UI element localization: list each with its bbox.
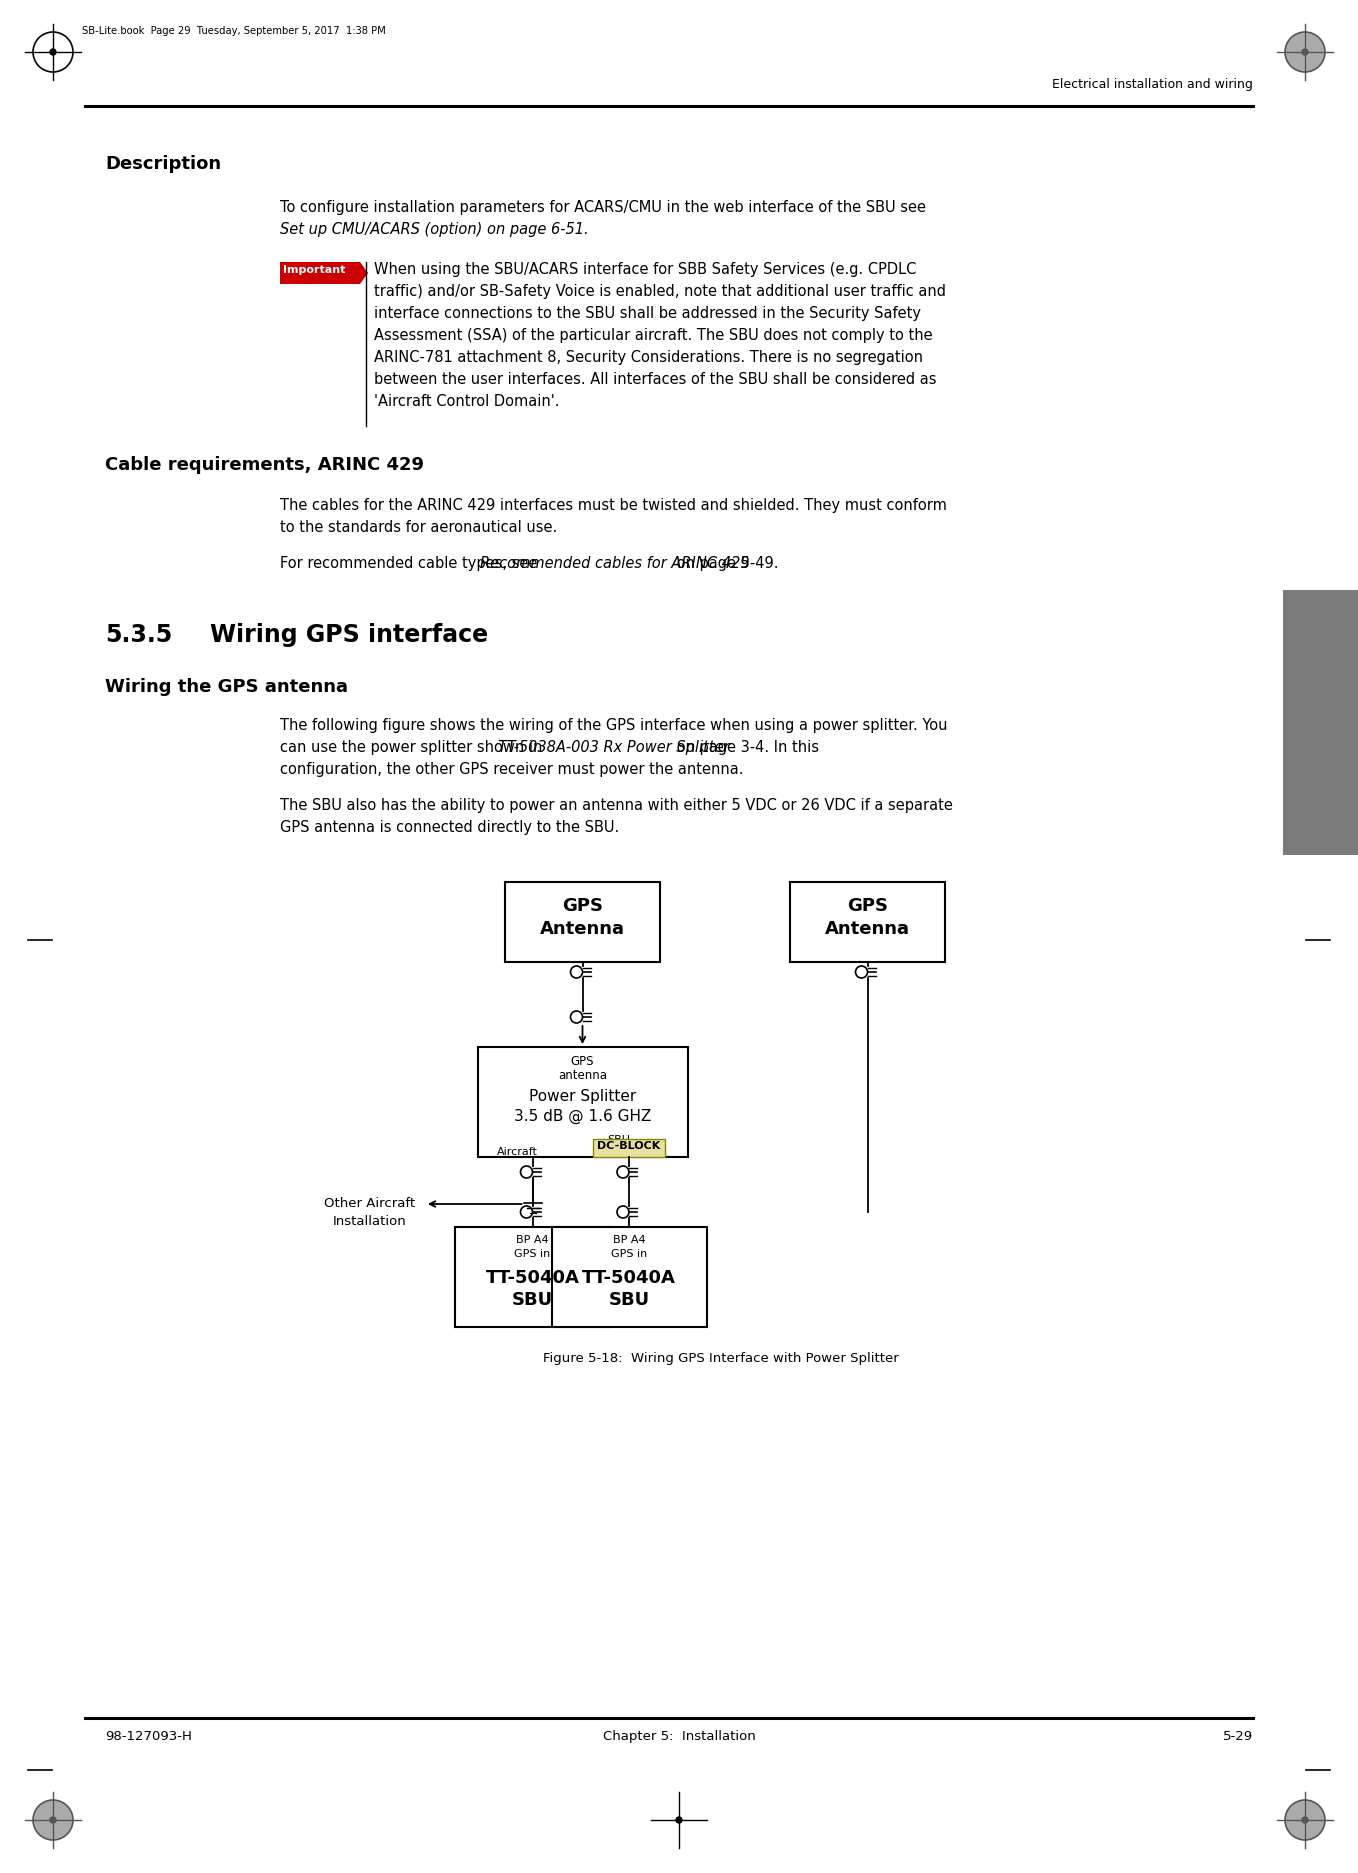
Text: SB-Lite.book  Page 29  Tuesday, September 5, 2017  1:38 PM: SB-Lite.book Page 29 Tuesday, September … (81, 26, 386, 36)
Text: GPS in: GPS in (515, 1249, 550, 1259)
Text: The cables for the ARINC 429 interfaces must be twisted and shielded. They must : The cables for the ARINC 429 interfaces … (280, 498, 947, 513)
Bar (1283, 590, 1358, 854)
Text: Power Splitter: Power Splitter (528, 1088, 636, 1103)
Text: 98-127093-H: 98-127093-H (105, 1731, 191, 1744)
Text: TT-5038A-003 Rx Power Splitter: TT-5038A-003 Rx Power Splitter (498, 740, 729, 755)
Text: 'Aircraft Control Domain'.: 'Aircraft Control Domain'. (373, 393, 559, 408)
Text: TT-5040A: TT-5040A (583, 1270, 676, 1287)
Bar (505, 882, 660, 963)
Text: 5.3.5: 5.3.5 (105, 624, 172, 646)
Text: interface connections to the SBU shall be addressed in the Security Safety: interface connections to the SBU shall b… (373, 305, 921, 320)
Text: between the user interfaces. All interfaces of the SBU shall be considered as: between the user interfaces. All interfa… (373, 373, 937, 388)
Circle shape (50, 49, 56, 54)
Text: GPS: GPS (562, 897, 603, 916)
Text: traffic) and/or SB-Safety Voice is enabled, note that additional user traffic an: traffic) and/or SB-Safety Voice is enabl… (373, 285, 947, 300)
Text: The following figure shows the wiring of the GPS interface when using a power sp: The following figure shows the wiring of… (280, 717, 948, 732)
FancyArrow shape (348, 262, 368, 285)
Text: Wiring the GPS antenna: Wiring the GPS antenna (105, 678, 348, 697)
Circle shape (676, 1817, 682, 1822)
Text: TT-5040A: TT-5040A (486, 1270, 580, 1287)
Text: on page 3-4. In this: on page 3-4. In this (672, 740, 819, 755)
Text: 3.5 dB @ 1.6 GHZ: 3.5 dB @ 1.6 GHZ (513, 1109, 652, 1124)
Text: Aircraft: Aircraft (497, 1146, 538, 1158)
Bar (280, 262, 348, 285)
Text: Recommended cables for ARINC 429: Recommended cables for ARINC 429 (479, 556, 750, 571)
Circle shape (1285, 32, 1325, 71)
Text: SBU: SBU (607, 1135, 630, 1144)
Text: BP A4: BP A4 (612, 1234, 645, 1246)
Text: The SBU also has the ability to power an antenna with either 5 VDC or 26 VDC if : The SBU also has the ability to power an… (280, 798, 953, 813)
Text: Antenna: Antenna (540, 920, 625, 938)
Text: To configure installation parameters for ACARS/CMU in the web interface of the S: To configure installation parameters for… (280, 200, 926, 215)
Text: Assessment (SSA) of the particular aircraft. The SBU does not comply to the: Assessment (SSA) of the particular aircr… (373, 328, 933, 343)
Text: Cable requirements, ARINC 429: Cable requirements, ARINC 429 (105, 455, 424, 474)
Text: configuration, the other GPS receiver must power the antenna.: configuration, the other GPS receiver mu… (280, 762, 743, 777)
Text: When using the SBU/ACARS interface for SBB Safety Services (e.g. CPDLC: When using the SBU/ACARS interface for S… (373, 262, 917, 277)
Text: Figure 5-18:  Wiring GPS Interface with Power Splitter: Figure 5-18: Wiring GPS Interface with P… (543, 1352, 899, 1365)
Text: SBU: SBU (512, 1290, 553, 1309)
Text: DC-BLOCK: DC-BLOCK (598, 1141, 660, 1152)
Text: BP A4: BP A4 (516, 1234, 549, 1246)
Text: GPS: GPS (570, 1054, 595, 1068)
Bar (478, 1047, 687, 1158)
Text: on page 5-49.: on page 5-49. (672, 556, 778, 571)
Circle shape (1285, 1800, 1325, 1839)
Text: Installation: Installation (333, 1216, 407, 1229)
Text: Important: Important (282, 264, 345, 275)
Text: Wiring GPS interface: Wiring GPS interface (210, 624, 488, 646)
Text: GPS in: GPS in (611, 1249, 648, 1259)
Circle shape (1302, 1817, 1308, 1822)
Circle shape (33, 1800, 73, 1839)
Text: ARINC-781 attachment 8, Security Considerations. There is no segregation: ARINC-781 attachment 8, Security Conside… (373, 350, 923, 365)
Text: Set up CMU/ACARS (option) on page 6-51.: Set up CMU/ACARS (option) on page 6-51. (280, 223, 588, 238)
Text: Antenna: Antenna (826, 920, 910, 938)
Text: SBU: SBU (608, 1290, 649, 1309)
Bar (551, 1227, 706, 1326)
Text: GPS: GPS (847, 897, 888, 916)
Bar (593, 1139, 665, 1158)
Bar (455, 1227, 610, 1326)
Text: to the standards for aeronautical use.: to the standards for aeronautical use. (280, 521, 557, 536)
Text: Other Aircraft: Other Aircraft (325, 1197, 416, 1210)
Bar (790, 882, 945, 963)
Circle shape (1302, 49, 1308, 54)
Text: 5-29: 5-29 (1222, 1731, 1253, 1744)
Text: For recommended cable types, see: For recommended cable types, see (280, 556, 542, 571)
Text: Electrical installation and wiring: Electrical installation and wiring (1052, 79, 1253, 92)
Text: antenna: antenna (558, 1069, 607, 1083)
Text: Chapter 5:  Installation: Chapter 5: Installation (603, 1731, 755, 1744)
Text: GPS antenna is connected directly to the SBU.: GPS antenna is connected directly to the… (280, 820, 619, 835)
Text: Description: Description (105, 155, 221, 172)
Text: can use the power splitter shown in: can use the power splitter shown in (280, 740, 547, 755)
Circle shape (50, 1817, 56, 1822)
